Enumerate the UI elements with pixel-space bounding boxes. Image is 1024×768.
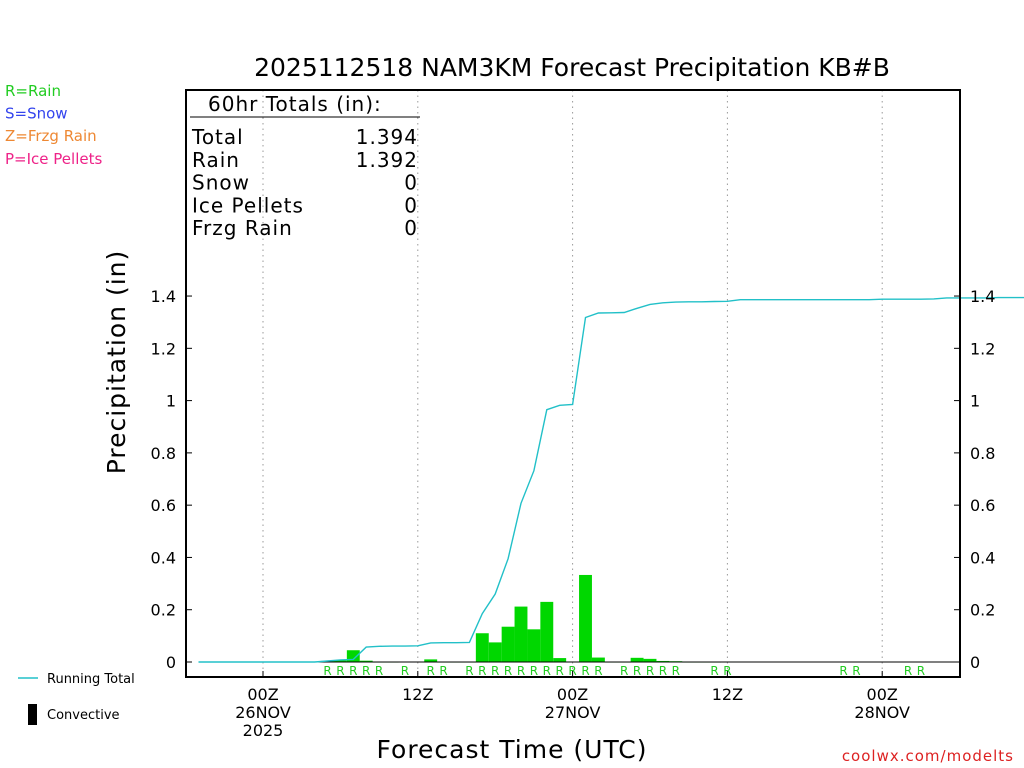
ptype-marker: R	[904, 664, 912, 678]
ptype-legend-item: Z=Frzg Rain	[5, 127, 97, 145]
precip-bar	[540, 601, 554, 662]
x-tick-label: 00Z	[247, 685, 278, 704]
ptype-marker: R	[336, 664, 344, 678]
y-tick-label: 0.6	[151, 496, 176, 515]
precip-bar	[346, 650, 360, 662]
precip-bar	[514, 606, 528, 662]
x-tick-label: 00Z	[557, 685, 588, 704]
x-tick-label: 00Z	[867, 685, 898, 704]
precip-bar	[553, 658, 567, 662]
y-tick-label-right: 0.4	[970, 548, 995, 567]
precip-bar	[527, 629, 541, 662]
ptype-marker: R	[478, 664, 486, 678]
series-legend-label: Running Total	[47, 672, 135, 687]
precip-bar	[591, 657, 605, 662]
y-axis-label: Precipitation (in)	[102, 250, 131, 475]
chart-title: 2025112518 NAM3KM Forecast Precipitation…	[254, 53, 890, 82]
x-tick-label: 26NOV	[235, 703, 291, 722]
y-tick-label-right: 1	[970, 392, 980, 411]
ptype-marker: R	[710, 664, 718, 678]
ptype-legend-item: P=Ice Pellets	[5, 150, 102, 168]
precip-bar	[656, 660, 670, 662]
totals-row-label: Snow	[192, 171, 250, 195]
y-tick-label-right: 1.4	[970, 287, 995, 306]
ptype-marker: R	[530, 664, 538, 678]
ptype-marker: R	[543, 664, 551, 678]
ptype-marker: R	[323, 664, 331, 678]
ptype-marker: R	[581, 664, 589, 678]
ptype-marker: R	[620, 664, 628, 678]
ptype-legend: R=Rain S=Snow Z=Frzg Rain P=Ice Pellets	[5, 82, 102, 168]
y-tick-label: 0	[166, 653, 176, 672]
y-tick-label-right: 0.6	[970, 496, 995, 515]
precip-bar	[475, 633, 489, 662]
precip-bar	[359, 660, 373, 662]
credit-text: coolwx.com/modelts	[842, 747, 1014, 765]
ptype-marker: R	[917, 664, 925, 678]
ptype-marker: R	[556, 664, 564, 678]
ptype-marker: R	[427, 664, 435, 678]
totals-row-label: Rain	[192, 148, 240, 172]
totals-row-value: 1.392	[356, 148, 418, 172]
totals-row-value: 0	[404, 171, 418, 195]
precip-bar	[488, 642, 502, 662]
ptype-marker: R	[517, 664, 525, 678]
x-axis-label: Forecast Time (UTC)	[377, 735, 648, 764]
ptype-marker: R	[852, 664, 860, 678]
totals-box: 60hr Totals (in): Total 1.394 Rain 1.392 Snow…	[190, 92, 420, 240]
totals-row-label: Total	[191, 125, 244, 149]
ptype-marker: R	[401, 664, 409, 678]
ptype-marker: R	[504, 664, 512, 678]
precip-bar	[630, 657, 644, 662]
y-axis-right: 0 0.2 0.4 0.6 0.8 1 1.2 1.4	[954, 287, 995, 672]
ptype-marker: R	[439, 664, 447, 678]
ptype-marker: R	[646, 664, 654, 678]
ptype-marker: R	[633, 664, 641, 678]
y-tick-label: 1.2	[151, 339, 176, 358]
x-tick-label: 12Z	[712, 685, 743, 704]
series-legend: Running Total Convective	[18, 672, 135, 725]
y-tick-label: 0.4	[151, 548, 176, 567]
ptype-marker: R	[594, 664, 602, 678]
y-tick-label-right: 1.2	[970, 339, 995, 358]
running-total-line	[198, 296, 1024, 663]
y-tick-label-right: 0.8	[970, 444, 995, 463]
y-axis-left: 0 0.2 0.4 0.6 0.8 1 1.2 1.4	[151, 287, 192, 672]
totals-row-label: Frzg Rain	[192, 216, 293, 240]
ptype-marker: R	[349, 664, 357, 678]
totals-row-value: 1.394	[356, 125, 418, 149]
ptype-marker: R	[659, 664, 667, 678]
ptype-legend-item: R=Rain	[5, 82, 61, 100]
y-tick-label-right: 0.2	[970, 601, 995, 620]
totals-row-label: Ice Pellets	[192, 193, 304, 217]
x-tick-label: 2025	[243, 721, 284, 740]
totals-header: 60hr Totals (in):	[208, 92, 382, 116]
y-tick-label: 1	[166, 392, 176, 411]
ptype-marker: R	[839, 664, 847, 678]
ptype-marker: R	[491, 664, 499, 678]
y-tick-label: 0.2	[151, 601, 176, 620]
ptype-marker: R	[375, 664, 383, 678]
precip-bar	[424, 659, 438, 662]
y-tick-label-right: 0	[970, 653, 980, 672]
precip-bar	[579, 574, 592, 662]
precip-bar	[501, 626, 515, 662]
precip-bar	[643, 658, 657, 662]
precip-bar	[333, 660, 347, 662]
y-tick-label: 1.4	[151, 287, 176, 306]
ptype-legend-item: S=Snow	[5, 105, 68, 123]
x-tick-label: 27NOV	[545, 703, 601, 722]
ptype-marker: R	[465, 664, 473, 678]
x-tick-label: 12Z	[402, 685, 433, 704]
ptype-marker: R	[672, 664, 680, 678]
ptype-marker: R	[362, 664, 370, 678]
y-tick-label: 0.8	[151, 444, 176, 463]
series-legend-label: Convective	[47, 708, 120, 723]
x-tick-label: 28NOV	[854, 703, 910, 722]
convective-legend-swatch	[28, 704, 37, 725]
totals-row-value: 0	[404, 193, 418, 217]
totals-row-value: 0	[404, 216, 418, 240]
